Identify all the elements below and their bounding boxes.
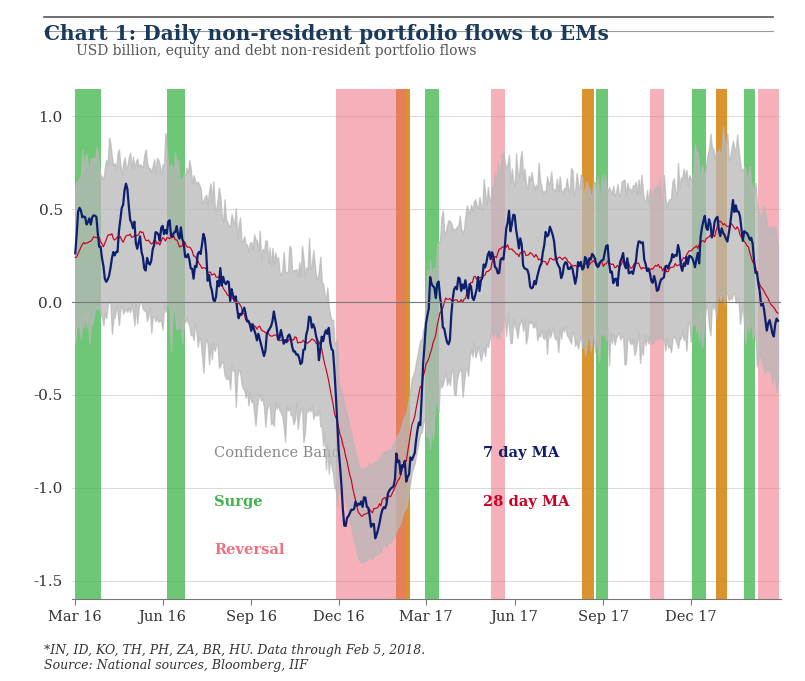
Text: Reversal: Reversal [214,543,285,557]
Bar [167,89,185,599]
Bar [336,89,407,599]
Bar [75,89,101,599]
Text: 7 day MA: 7 day MA [483,446,559,460]
Bar [424,89,439,599]
Bar [491,89,505,599]
Bar [716,89,728,599]
Bar [650,89,664,599]
Bar [745,89,756,599]
Text: Source: National sources, Bloomberg, IIF: Source: National sources, Bloomberg, IIF [44,659,308,671]
Bar [692,89,706,599]
Text: Chart 1: Daily non-resident portfolio flows to EMs: Chart 1: Daily non-resident portfolio fl… [44,24,609,44]
Bar [582,89,593,599]
Bar [396,89,411,599]
Text: Confidence Band: Confidence Band [214,446,341,460]
Text: Surge: Surge [214,494,262,509]
Bar [597,89,608,599]
Text: 28 day MA: 28 day MA [483,494,570,509]
Bar [758,89,779,599]
Text: USD billion, equity and debt non-resident portfolio flows: USD billion, equity and debt non-residen… [76,44,477,58]
Text: *IN, ID, KO, TH, PH, ZA, BR, HU. Data through Feb 5, 2018.: *IN, ID, KO, TH, PH, ZA, BR, HU. Data th… [44,644,426,656]
